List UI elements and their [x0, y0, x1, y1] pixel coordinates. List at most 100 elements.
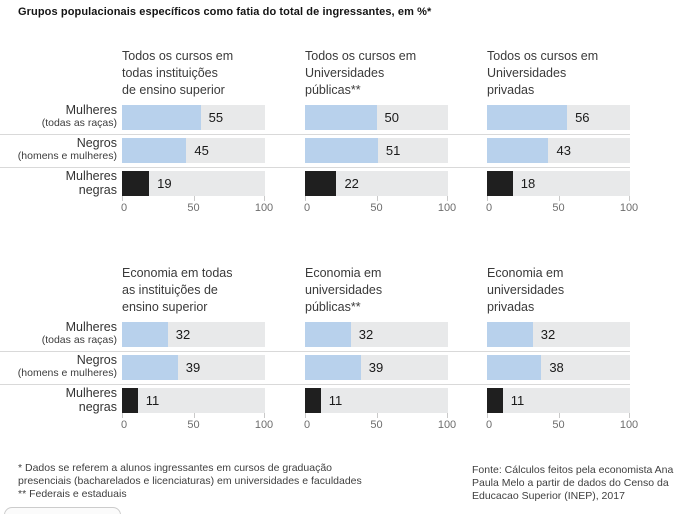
- bar-fill-negros: [122, 355, 178, 380]
- chart-group-economics: Economia em todas as instituições de ens…: [0, 265, 682, 451]
- bar-fill-negros: [487, 355, 542, 380]
- bar-fill-negros: [305, 355, 361, 380]
- bar-fill-mulheres-negras: [305, 388, 321, 413]
- source-note: Fonte: Cálculos feitos pela economista A…: [472, 464, 674, 502]
- bar-value-label: 11: [510, 393, 525, 408]
- bar-fill-mulheres: [487, 322, 533, 347]
- bar-value-label: 51: [385, 143, 401, 158]
- row-label-main: Mulheres negras: [65, 386, 117, 414]
- row-label-main: Mulheres: [65, 103, 117, 117]
- bar-value-label: 39: [185, 360, 201, 375]
- x-axis: 0 50 100: [120, 196, 273, 220]
- row-label-main: Negros: [76, 353, 117, 367]
- x-axis: 0 50 100: [485, 413, 638, 437]
- row-divider: [0, 167, 630, 168]
- axis-tick-label: 100: [254, 419, 274, 431]
- chart-title-all-courses-public-universities: Todos os cursos em Universidades pública…: [305, 49, 417, 97]
- axis-tick: [487, 196, 488, 201]
- row-label-main: Negros: [76, 136, 117, 150]
- bar-value-label: 32: [540, 327, 556, 342]
- bar-fill-mulheres: [122, 322, 168, 347]
- bar-track: 55: [122, 105, 265, 130]
- axis-tick: [193, 413, 195, 418]
- row-divider: [0, 134, 630, 135]
- axis-tick-label: 100: [619, 202, 639, 214]
- bar-fill-mulheres-negras: [487, 388, 503, 413]
- bar-value-label: 38: [549, 360, 564, 375]
- axis-tick: [264, 413, 265, 418]
- row-label-sub: (todas as raças): [41, 334, 117, 346]
- bar-track: 32: [487, 322, 630, 347]
- x-axis: 0 50 100: [303, 413, 456, 437]
- bar-track: 38: [487, 355, 630, 380]
- axis-tick: [487, 413, 488, 418]
- axis-tick: [122, 196, 123, 201]
- axis-tick: [193, 196, 195, 201]
- bar-fill-mulheres-negras: [122, 388, 138, 413]
- axis-tick-label: 50: [552, 419, 565, 431]
- axis-tick-label: 0: [120, 419, 128, 431]
- bar-fill-mulheres: [122, 105, 201, 130]
- row-label-mulheres-negras: Mulheres negras: [0, 386, 117, 414]
- x-axis: 0 50 100: [486, 196, 638, 220]
- bar-value-label: 11: [328, 393, 343, 408]
- row-label-mulheres-negras: Mulheres negras: [0, 169, 117, 197]
- axis-tick: [376, 196, 378, 201]
- bar-fill-negros: [305, 138, 378, 163]
- row-label-mulheres: Mulheres (todas as raças): [0, 103, 117, 129]
- row-label-negros: Negros (homens e mulheres): [0, 136, 117, 162]
- row-divider: [0, 351, 630, 352]
- cutoff-widget[interactable]: [4, 507, 121, 514]
- axis-tick-label: 100: [437, 419, 457, 431]
- bar-value-label: 56: [575, 110, 590, 125]
- axis-tick-label: 50: [552, 202, 565, 214]
- row-label-sub: (homens e mulheres): [17, 367, 117, 379]
- bar-track: 50: [305, 105, 448, 130]
- row-label-main: Mulheres: [65, 320, 117, 334]
- row-divider: [0, 384, 630, 385]
- bar-value-label: 22: [344, 176, 359, 191]
- axis-tick-label: 100: [619, 419, 639, 431]
- axis-tick: [264, 196, 265, 201]
- axis-tick: [376, 413, 378, 418]
- axis-tick: [629, 413, 630, 418]
- axis-tick-label: 0: [303, 419, 311, 431]
- bar-track: 11: [487, 388, 630, 413]
- axis-tick: [122, 413, 123, 418]
- axis-tick-label: 0: [485, 419, 493, 431]
- axis-tick-label: 50: [370, 419, 383, 431]
- axis-tick-label: 50: [187, 419, 200, 431]
- bar-track: 32: [305, 322, 448, 347]
- axis-tick-label: 0: [303, 202, 311, 214]
- bar-track: 39: [122, 355, 265, 380]
- row-label-sub: (homens e mulheres): [17, 150, 117, 162]
- bar-value-label: 32: [358, 327, 374, 342]
- chart-title-all-courses-all-institutions: Todos os cursos em todas instituições de…: [122, 49, 234, 97]
- axis-tick-label: 100: [437, 202, 457, 214]
- bar-fill-mulheres: [487, 105, 568, 130]
- chart-group-all-courses: Todos os cursos em todas instituições de…: [0, 48, 682, 234]
- axis-tick: [558, 196, 560, 201]
- bar-fill-mulheres: [305, 322, 351, 347]
- chart-title-economics-all-institutions: Economia em todas as instituições de ens…: [122, 266, 233, 314]
- bar-value-label: 18: [520, 176, 536, 191]
- x-axis: 0 50 100: [303, 196, 456, 220]
- bar-fill-negros: [487, 138, 549, 163]
- axis-tick: [447, 413, 448, 418]
- axis-tick-label: 0: [120, 202, 128, 214]
- bar-value-label: 11: [145, 393, 160, 408]
- row-label-mulheres: Mulheres (todas as raças): [0, 320, 117, 346]
- bar-value-label: 45: [194, 143, 209, 158]
- bar-track: 45: [122, 138, 265, 163]
- bar-track: 32: [122, 322, 265, 347]
- bar-value-label: 19: [157, 176, 172, 191]
- chart-title-economics-private-universities: Economia em universidades privadas: [487, 266, 565, 314]
- row-label-main: Mulheres negras: [65, 169, 117, 197]
- row-label-negros: Negros (homens e mulheres): [0, 353, 117, 379]
- chart-title-economics-public-universities: Economia em universidades públicas**: [305, 266, 383, 314]
- bar-value-label: 43: [556, 143, 571, 158]
- bar-fill-mulheres: [305, 105, 377, 130]
- chart-title-all-courses-private-universities: Todos os cursos em Universidades privada…: [487, 49, 599, 97]
- bar-fill-negros: [122, 138, 187, 163]
- bar-track: 11: [122, 388, 265, 413]
